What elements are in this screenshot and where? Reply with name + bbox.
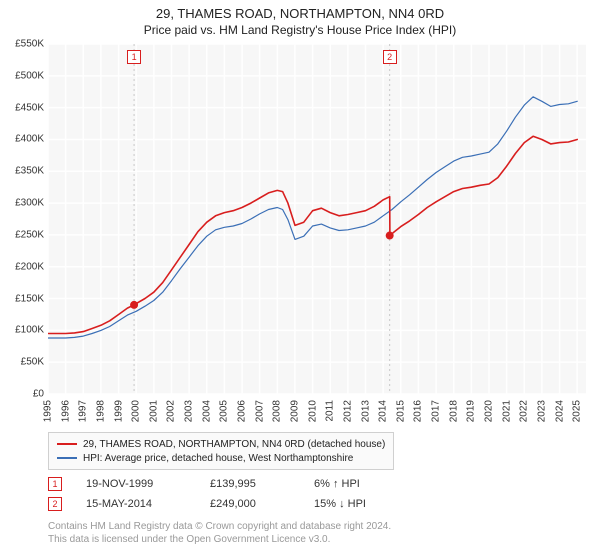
legend-label: HPI: Average price, detached house, West… <box>83 453 353 464</box>
y-tick-label: £200K <box>0 261 44 272</box>
x-tick-label: 1995 <box>43 400 54 422</box>
sale-date: 19-NOV-1999 <box>86 478 186 490</box>
x-tick-label: 1999 <box>113 400 124 422</box>
y-tick-label: £0 <box>0 389 44 400</box>
legend-swatch <box>57 457 77 459</box>
sales-table: 1 19-NOV-1999 £139,995 6% ↑ HPI 2 15-MAY… <box>48 474 366 514</box>
x-tick-label: 2019 <box>466 400 477 422</box>
sales-row: 2 15-MAY-2014 £249,000 15% ↓ HPI <box>48 494 366 514</box>
y-tick-label: £350K <box>0 166 44 177</box>
x-tick-label: 2010 <box>307 400 318 422</box>
x-tick-label: 2008 <box>272 400 283 422</box>
x-tick-label: 1996 <box>60 400 71 422</box>
legend-item: HPI: Average price, detached house, West… <box>57 451 385 465</box>
x-tick-label: 2003 <box>184 400 195 422</box>
x-tick-label: 2012 <box>342 400 353 422</box>
x-tick-label: 2000 <box>131 400 142 422</box>
x-tick-label: 2022 <box>519 400 530 422</box>
sales-row: 1 19-NOV-1999 £139,995 6% ↑ HPI <box>48 474 366 494</box>
y-tick-label: £100K <box>0 325 44 336</box>
x-tick-label: 2025 <box>572 400 583 422</box>
x-tick-label: 2013 <box>360 400 371 422</box>
sale-marker-flag: 2 <box>383 50 397 64</box>
chart-title: 29, THAMES ROAD, NORTHAMPTON, NN4 0RD <box>0 0 600 21</box>
chart-container: 29, THAMES ROAD, NORTHAMPTON, NN4 0RD Pr… <box>0 0 600 560</box>
footer-attribution: Contains HM Land Registry data © Crown c… <box>48 520 391 546</box>
y-tick-label: £150K <box>0 293 44 304</box>
legend-swatch <box>57 443 77 445</box>
x-tick-label: 2016 <box>413 400 424 422</box>
x-tick-label: 2005 <box>219 400 230 422</box>
sale-delta: 15% ↓ HPI <box>314 498 366 510</box>
x-tick-label: 2020 <box>483 400 494 422</box>
x-tick-label: 2017 <box>431 400 442 422</box>
y-tick-label: £550K <box>0 39 44 50</box>
footer-line: This data is licensed under the Open Gov… <box>48 533 391 546</box>
chart-plot-area: £0£50K£100K£150K£200K£250K£300K£350K£400… <box>48 44 586 394</box>
y-tick-label: £400K <box>0 134 44 145</box>
legend: 29, THAMES ROAD, NORTHAMPTON, NN4 0RD (d… <box>48 432 394 470</box>
sale-marker-flag: 1 <box>127 50 141 64</box>
sale-marker-icon: 1 <box>48 477 62 491</box>
chart-subtitle: Price paid vs. HM Land Registry's House … <box>0 21 600 41</box>
footer-line: Contains HM Land Registry data © Crown c… <box>48 520 391 533</box>
x-tick-label: 1998 <box>95 400 106 422</box>
x-tick-label: 1997 <box>78 400 89 422</box>
x-tick-label: 2009 <box>289 400 300 422</box>
sale-price: £249,000 <box>210 498 290 510</box>
y-tick-label: £300K <box>0 198 44 209</box>
sale-delta: 6% ↑ HPI <box>314 478 360 490</box>
sale-date: 15-MAY-2014 <box>86 498 186 510</box>
y-tick-label: £250K <box>0 229 44 240</box>
x-tick-label: 2001 <box>148 400 159 422</box>
sale-marker-icon: 2 <box>48 497 62 511</box>
y-tick-label: £450K <box>0 102 44 113</box>
x-tick-label: 2011 <box>325 400 336 422</box>
sale-price: £139,995 <box>210 478 290 490</box>
x-tick-label: 2023 <box>536 400 547 422</box>
y-tick-label: £50K <box>0 357 44 368</box>
x-tick-label: 2014 <box>378 400 389 422</box>
x-tick-label: 2004 <box>201 400 212 422</box>
plot-svg <box>48 44 586 394</box>
y-tick-label: £500K <box>0 70 44 81</box>
legend-label: 29, THAMES ROAD, NORTHAMPTON, NN4 0RD (d… <box>83 439 385 450</box>
x-tick-label: 2018 <box>448 400 459 422</box>
x-tick-label: 2015 <box>395 400 406 422</box>
x-tick-label: 2021 <box>501 400 512 422</box>
x-tick-label: 2007 <box>254 400 265 422</box>
x-tick-label: 2002 <box>166 400 177 422</box>
x-tick-label: 2024 <box>554 400 565 422</box>
legend-item: 29, THAMES ROAD, NORTHAMPTON, NN4 0RD (d… <box>57 437 385 451</box>
x-tick-label: 2006 <box>237 400 248 422</box>
